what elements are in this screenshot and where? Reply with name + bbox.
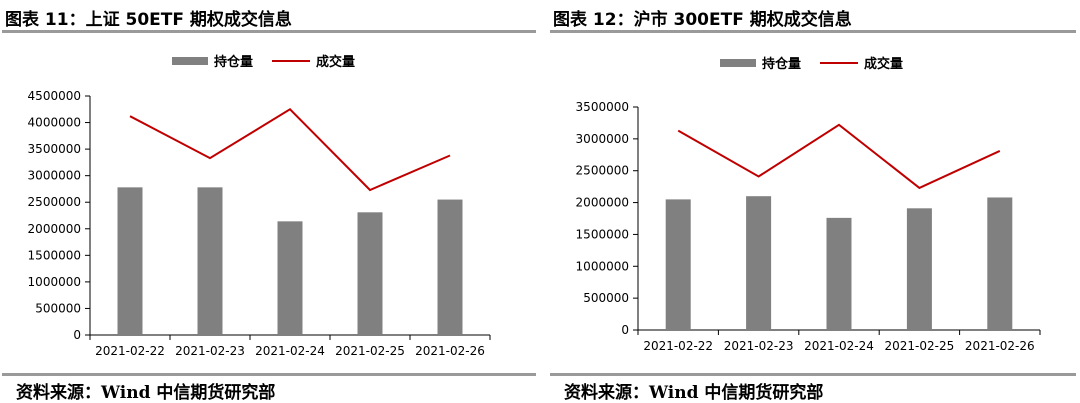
source-note: 资料来源：Wind 中信期货研究部 — [564, 383, 824, 403]
y-tick-label: 1000000 — [28, 275, 81, 289]
x-tick-label: 2021-02-23 — [175, 344, 245, 358]
x-tick-label: 2021-02-22 — [95, 344, 165, 358]
y-tick-label: 3000000 — [576, 132, 629, 146]
y-tick-label: 3000000 — [28, 169, 81, 183]
y-tick-label: 1500000 — [28, 248, 81, 262]
y-tick-label: 0 — [73, 328, 81, 342]
x-tick-label: 2021-02-23 — [724, 339, 794, 353]
volume-line — [129, 108, 451, 192]
y-tick-label: 2000000 — [576, 196, 629, 210]
x-tick-label: 2021-02-25 — [335, 344, 405, 358]
chart-svg-right: 持仓量 成交量 0 500000 1000000 1500000 2000000 250000… — [576, 56, 1041, 353]
bar-4 — [357, 212, 383, 335]
bar-2 — [197, 187, 223, 335]
source-note: 资料来源：Wind 中信期货研究部 — [16, 383, 276, 403]
y-tick-label: 1000000 — [576, 259, 629, 273]
y-tick-label: 2000000 — [28, 222, 81, 236]
y-tick-label: 2500000 — [28, 195, 81, 209]
y-tick-label: 500000 — [583, 291, 629, 305]
top-divider — [2, 30, 536, 33]
bottom-divider — [2, 373, 536, 376]
bar-1 — [665, 199, 691, 330]
y-tick-label: 2500000 — [576, 164, 629, 178]
chart-svg-left: 持仓量 成交量 0 500000 1000000 1500000 2000000 250000… — [28, 54, 491, 358]
legend-label-bar: 持仓量 — [762, 56, 801, 72]
x-tick-label: 2021-02-26 — [965, 339, 1035, 353]
x-tick-label: 2021-02-22 — [643, 339, 713, 353]
bar-5 — [437, 199, 463, 335]
bottom-divider — [550, 373, 1076, 376]
y-tick-label: 1500000 — [576, 227, 629, 241]
chart-panel-left: 图表 11：上证 50ETF 期权成交信息 持仓量 成交量 0 500000 10000… — [2, 10, 536, 403]
y-tick-label: 500000 — [35, 301, 81, 315]
y-tick-label: 4000000 — [28, 116, 81, 130]
x-tick-label: 2021-02-24 — [255, 344, 325, 358]
bar-3 — [277, 221, 303, 335]
top-divider — [550, 30, 1076, 33]
bar-1 — [117, 187, 143, 335]
legend-label-line: 成交量 — [864, 56, 903, 72]
y-tick-label: 3500000 — [28, 142, 81, 156]
chart-title: 图表 11：上证 50ETF 期权成交信息 — [5, 10, 292, 30]
y-tick-label: 3500000 — [576, 100, 629, 114]
bar-3 — [826, 217, 852, 330]
legend-swatch-bar — [720, 59, 756, 67]
bar-2 — [746, 196, 772, 330]
x-tick-label: 2021-02-26 — [415, 344, 485, 358]
legend-swatch-bar — [172, 57, 208, 65]
x-tick-label: 2021-02-25 — [885, 339, 955, 353]
bar-5 — [987, 197, 1013, 330]
legend-label-line: 成交量 — [316, 54, 355, 70]
y-tick-label: 4500000 — [28, 89, 81, 103]
chart-panel-right: 图表 12：沪市 300ETF 期权成交信息 持仓量 成交量 0 500000 1000… — [548, 0, 1080, 403]
chart-title: 图表 12：沪市 300ETF 期权成交信息 — [553, 10, 852, 30]
volume-line — [677, 123, 1001, 190]
x-tick-label: 2021-02-24 — [804, 339, 874, 353]
bar-4 — [906, 208, 932, 330]
legend-label-bar: 持仓量 — [214, 54, 253, 70]
y-tick-label: 0 — [621, 323, 629, 337]
